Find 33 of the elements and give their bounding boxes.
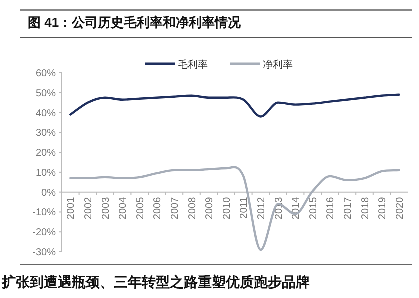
chart-title: 图 41：公司历史毛利率和净利率情况 bbox=[28, 15, 242, 30]
x-tick-label: 2005 bbox=[135, 196, 146, 220]
y-tick-label: 60% bbox=[36, 68, 56, 80]
x-tick-label: 2008 bbox=[187, 196, 198, 220]
y-tick-label: 30% bbox=[36, 128, 56, 140]
y-tick-label: 40% bbox=[36, 108, 56, 120]
legend-label: 净利率 bbox=[263, 59, 293, 71]
x-tick-label: 2001 bbox=[66, 196, 78, 220]
x-tick-label: 2011 bbox=[239, 196, 250, 219]
x-tick-label: 2009 bbox=[204, 196, 216, 220]
x-tick-label: 2004 bbox=[118, 196, 130, 220]
x-tick-label: 2007 bbox=[170, 196, 181, 220]
x-tick-label: 2020 bbox=[394, 196, 406, 220]
x-tick-label: 2002 bbox=[83, 196, 94, 220]
y-tick-label: -30% bbox=[32, 248, 56, 258]
line-series bbox=[70, 94, 400, 118]
x-tick-label: 2019 bbox=[378, 196, 389, 220]
x-tick-label: 2015 bbox=[308, 196, 320, 220]
x-tick-label: 2012 bbox=[256, 196, 268, 220]
x-tick-label: 2006 bbox=[152, 196, 164, 220]
x-tick-label: 2017 bbox=[342, 196, 354, 220]
y-tick-label: 0% bbox=[42, 188, 56, 199]
y-tick-label: -10% bbox=[32, 208, 56, 219]
y-tick-label: 20% bbox=[36, 148, 56, 160]
y-tick-label: 50% bbox=[36, 88, 56, 100]
x-tick-label: 2016 bbox=[326, 196, 337, 220]
y-tick-label: 10% bbox=[36, 168, 56, 179]
x-tick-label: 2003 bbox=[100, 196, 112, 220]
x-tick-label: 2018 bbox=[360, 196, 372, 220]
x-tick-label: 2010 bbox=[222, 196, 233, 220]
legend-label: 毛利率 bbox=[178, 59, 208, 71]
text: 扩张到遭遇瓶颈、三年转型之路重塑优质跑步品牌 bbox=[1, 274, 310, 290]
y-tick-label: -20% bbox=[32, 228, 56, 239]
